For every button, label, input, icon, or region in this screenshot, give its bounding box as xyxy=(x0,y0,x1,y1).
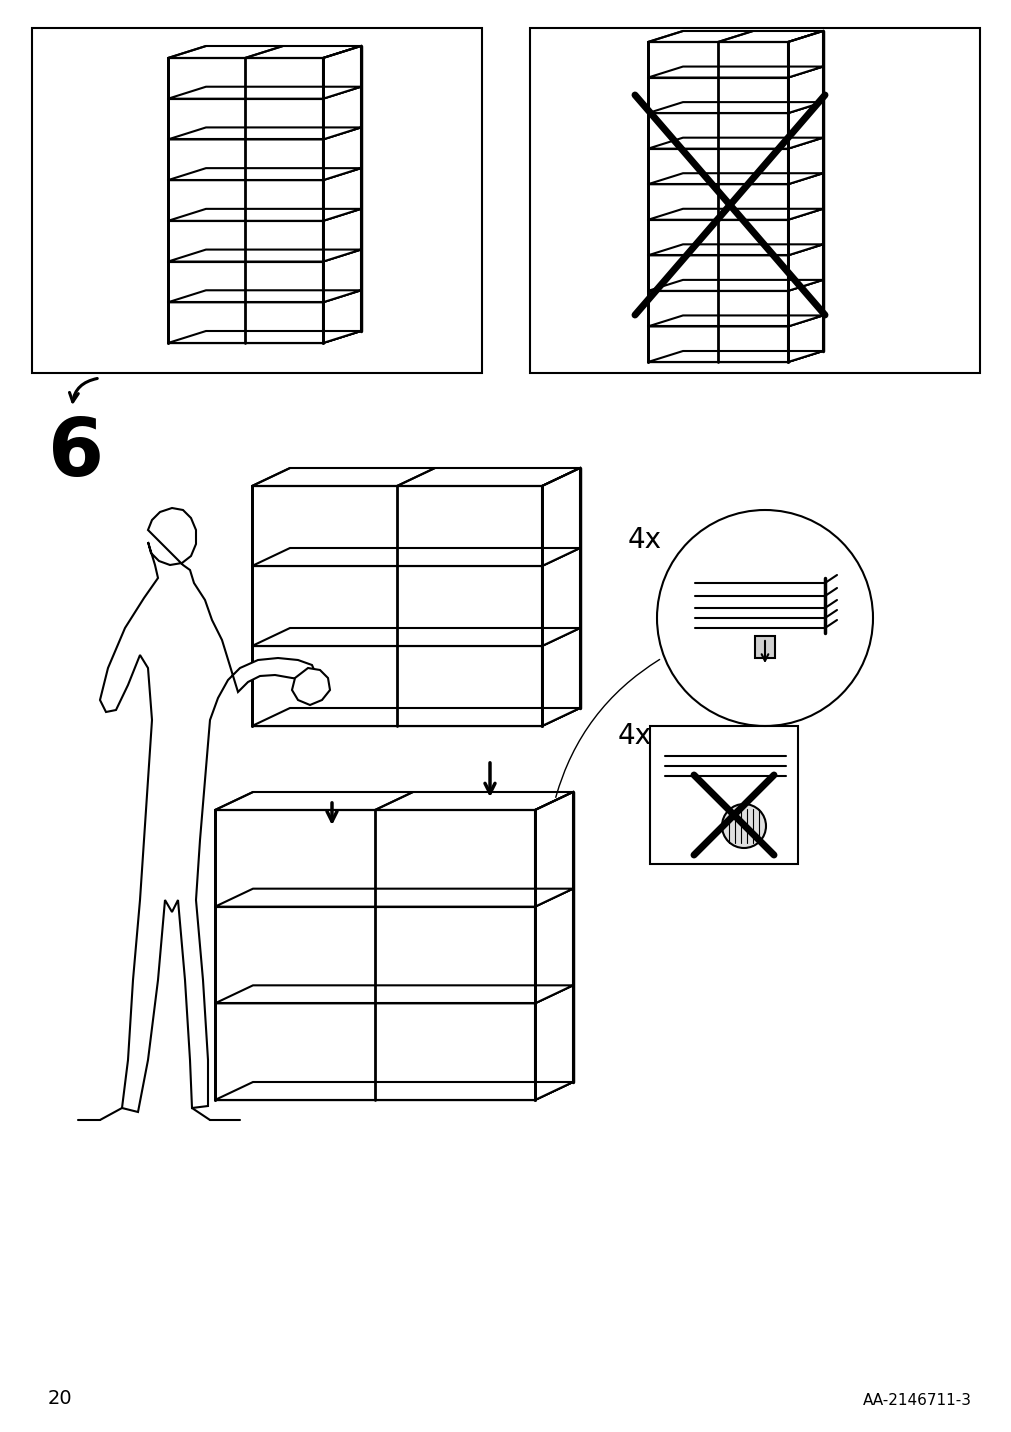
Polygon shape xyxy=(252,468,579,485)
Polygon shape xyxy=(323,291,361,344)
Polygon shape xyxy=(535,985,572,1100)
Polygon shape xyxy=(214,1083,572,1100)
Polygon shape xyxy=(535,889,572,1004)
Polygon shape xyxy=(168,291,361,302)
Polygon shape xyxy=(647,315,822,326)
Polygon shape xyxy=(168,209,361,221)
Polygon shape xyxy=(323,249,361,302)
Polygon shape xyxy=(323,209,361,262)
Polygon shape xyxy=(214,889,572,906)
Polygon shape xyxy=(647,173,822,185)
Polygon shape xyxy=(292,667,330,705)
Polygon shape xyxy=(323,168,361,221)
Polygon shape xyxy=(168,87,361,99)
Polygon shape xyxy=(100,508,314,1113)
Bar xyxy=(754,636,774,657)
Text: 4x: 4x xyxy=(628,526,661,554)
Polygon shape xyxy=(252,707,579,726)
Polygon shape xyxy=(788,209,822,255)
Text: AA-2146711-3: AA-2146711-3 xyxy=(862,1393,971,1408)
Polygon shape xyxy=(647,351,822,362)
Polygon shape xyxy=(542,468,579,566)
Polygon shape xyxy=(168,168,361,180)
Polygon shape xyxy=(647,32,822,42)
Polygon shape xyxy=(168,46,361,59)
Circle shape xyxy=(721,803,765,848)
Bar xyxy=(530,29,979,372)
Polygon shape xyxy=(788,279,822,326)
Polygon shape xyxy=(788,137,822,185)
Polygon shape xyxy=(788,245,822,291)
Polygon shape xyxy=(647,209,822,219)
Text: 6: 6 xyxy=(48,415,104,493)
Polygon shape xyxy=(323,46,361,99)
Polygon shape xyxy=(788,32,822,77)
Polygon shape xyxy=(647,102,822,113)
Polygon shape xyxy=(788,66,822,113)
Polygon shape xyxy=(323,127,361,180)
Polygon shape xyxy=(535,792,572,906)
Polygon shape xyxy=(168,331,361,344)
Circle shape xyxy=(656,510,872,726)
Polygon shape xyxy=(647,245,822,255)
Polygon shape xyxy=(647,137,822,149)
Polygon shape xyxy=(214,792,572,811)
Polygon shape xyxy=(542,629,579,726)
Bar xyxy=(649,726,798,863)
Polygon shape xyxy=(214,985,572,1004)
Polygon shape xyxy=(647,66,822,77)
Polygon shape xyxy=(252,548,579,566)
Polygon shape xyxy=(252,629,579,646)
Polygon shape xyxy=(323,87,361,139)
Polygon shape xyxy=(788,102,822,149)
Text: 20: 20 xyxy=(48,1389,73,1408)
Polygon shape xyxy=(168,249,361,262)
Bar xyxy=(32,29,481,372)
Polygon shape xyxy=(788,173,822,219)
Text: 4x: 4x xyxy=(618,722,651,750)
Polygon shape xyxy=(168,127,361,139)
Polygon shape xyxy=(788,315,822,362)
Polygon shape xyxy=(647,279,822,291)
Polygon shape xyxy=(542,548,579,646)
